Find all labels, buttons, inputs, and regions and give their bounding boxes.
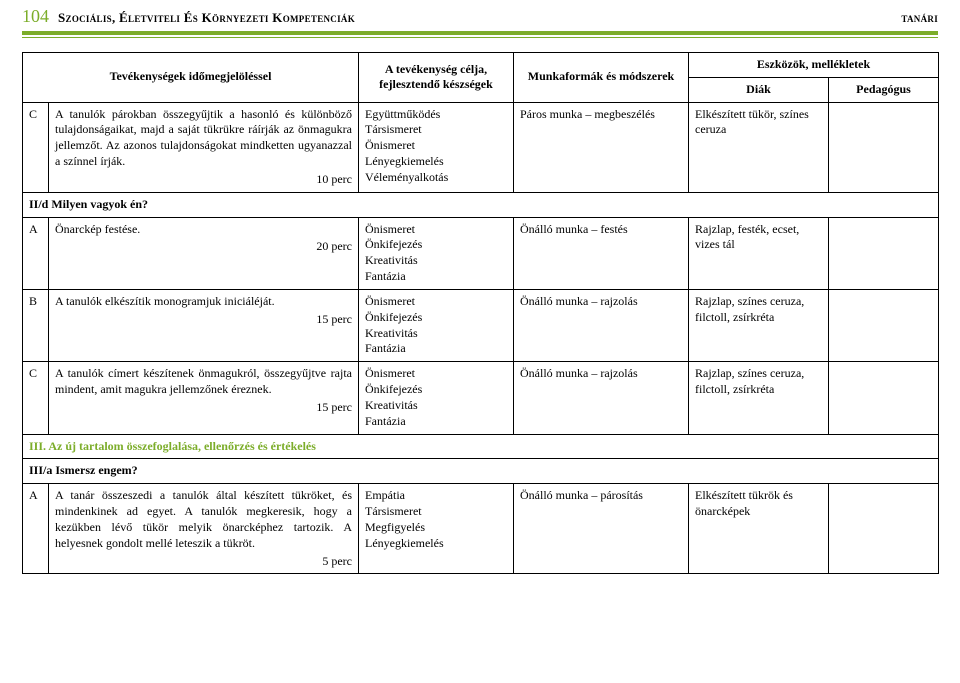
- row-time: 10 perc: [55, 172, 352, 188]
- row-student: Rajzlap, színes ceruza, filctoll, zsírkr…: [689, 289, 829, 361]
- row-skills: EmpátiaTársismeretMegfigyelésLényegkieme…: [359, 484, 514, 574]
- section-heading: II/d Milyen vagyok én?: [23, 192, 939, 217]
- row-desc: A tanulók elkészítik monogramjuk iniciál…: [49, 289, 359, 361]
- row-methods: Önálló munka – párosítás: [514, 484, 689, 574]
- section-heading: III. Az új tartalom összefoglalása, elle…: [23, 434, 939, 459]
- row-student: Elkészített tükör, színes ceruza: [689, 102, 829, 192]
- row-teacher: [829, 289, 939, 361]
- row-desc: Önarckép festése.20 perc: [49, 217, 359, 289]
- row-desc: A tanulók címert készítenek önmagukról, …: [49, 362, 359, 434]
- row-time: 15 perc: [55, 400, 352, 416]
- table-body: CA tanulók párokban összegyűjtik a hason…: [23, 102, 939, 574]
- row-skills: ÖnismeretÖnkifejezésKreativitásFantázia: [359, 362, 514, 434]
- col-goals: A tevékenység célja, fejlesztendő készsé…: [359, 53, 514, 103]
- row-teacher: [829, 217, 939, 289]
- row-skills: EgyüttműködésTársismeretÖnismeretLényegk…: [359, 102, 514, 192]
- row-skills: ÖnismeretÖnkifejezésKreativitásFantázia: [359, 289, 514, 361]
- row-teacher: [829, 484, 939, 574]
- row-time: 20 perc: [55, 239, 352, 255]
- col-tools-group: Eszközök, mellékletek: [689, 53, 939, 78]
- row-student: Elkészített tükrök és önarcképek: [689, 484, 829, 574]
- row-letter: A: [23, 484, 49, 574]
- table-head: Tevékenységek időmegjelöléssel A tevéken…: [23, 53, 939, 103]
- row-letter: B: [23, 289, 49, 361]
- col-methods: Munkaformák és módszerek: [514, 53, 689, 103]
- row-skills: ÖnismeretÖnkifejezésKreativitásFantázia: [359, 217, 514, 289]
- section-heading: III/a Ismersz engem?: [23, 459, 939, 484]
- header-title-left: Szociális, életviteli és környezeti komp…: [58, 10, 355, 25]
- row-methods: Páros munka – megbeszélés: [514, 102, 689, 192]
- col-student: Diák: [689, 77, 829, 102]
- row-teacher: [829, 362, 939, 434]
- row-student: Rajzlap, festék, ecset, vizes tál: [689, 217, 829, 289]
- row-desc: A tanulók párokban összegyűjtik a hasonl…: [49, 102, 359, 192]
- header-title-right: tanári: [901, 10, 938, 26]
- row-methods: Önálló munka – festés: [514, 217, 689, 289]
- lesson-table: Tevékenységek időmegjelöléssel A tevéken…: [22, 52, 939, 574]
- row-letter: A: [23, 217, 49, 289]
- row-teacher: [829, 102, 939, 192]
- row-methods: Önálló munka – rajzolás: [514, 289, 689, 361]
- page-header: 104 Szociális, életviteli és környezeti …: [0, 0, 960, 31]
- row-desc: A tanár összeszedi a tanulók által készí…: [49, 484, 359, 574]
- page-number: 104: [22, 6, 49, 26]
- row-letter: C: [23, 362, 49, 434]
- header-left: 104 Szociális, életviteli és környezeti …: [22, 6, 355, 27]
- row-time: 5 perc: [55, 554, 352, 570]
- row-letter: C: [23, 102, 49, 192]
- col-teacher: Pedagógus: [829, 77, 939, 102]
- row-methods: Önálló munka – rajzolás: [514, 362, 689, 434]
- header-rules: [0, 31, 960, 52]
- row-student: Rajzlap, színes ceruza, filctoll, zsírkr…: [689, 362, 829, 434]
- col-activities: Tevékenységek időmegjelöléssel: [23, 53, 359, 103]
- row-time: 15 perc: [55, 312, 352, 328]
